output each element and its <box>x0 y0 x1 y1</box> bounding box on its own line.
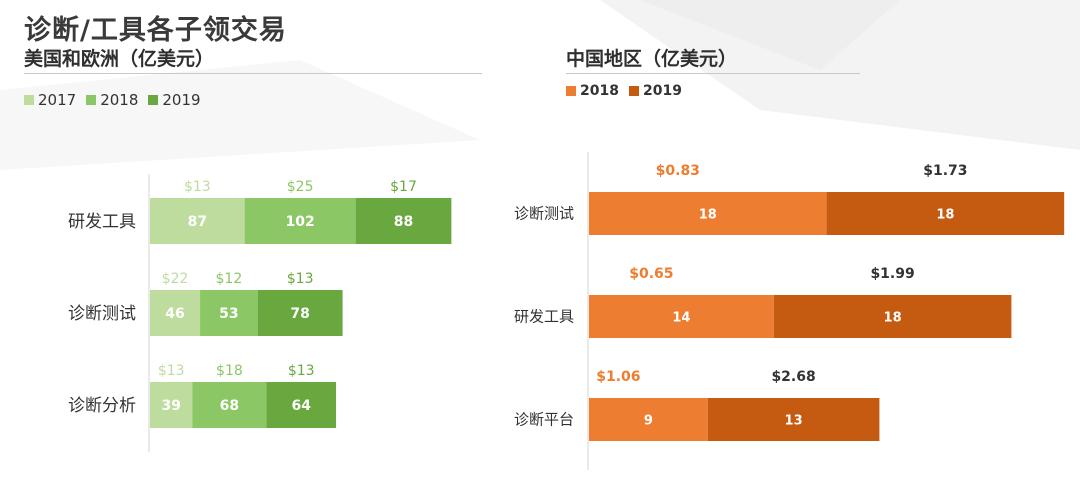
right-top-label: $0.65 <box>629 266 673 282</box>
right-legend: 2018 2019 <box>566 83 692 99</box>
right-bar-2019 <box>773 295 1012 338</box>
left-bar-value-label: 68 <box>220 398 239 414</box>
right-title-divider <box>566 73 860 74</box>
left-bar-2019 <box>257 290 343 336</box>
left-bar-2018 <box>244 198 356 244</box>
left-bar-2019 <box>355 198 452 244</box>
left-top-label: $25 <box>287 179 314 195</box>
left-top-label: $13 <box>288 363 315 379</box>
left-bar-2017 <box>150 198 245 244</box>
right-top-label: $1.06 <box>596 369 640 385</box>
left-top-label: $22 <box>162 271 189 287</box>
legend-swatch-2019-cn <box>628 86 639 96</box>
left-legend: 2017 2018 2019 <box>24 91 211 109</box>
right-bar-2018 <box>589 295 774 338</box>
right-bar-2019 <box>707 398 880 441</box>
left-top-label: $18 <box>216 363 243 379</box>
left-category-label: 诊断测试 <box>68 304 136 324</box>
right-bar-value-label: 18 <box>699 208 717 223</box>
right-bar-2018 <box>589 192 827 235</box>
left-bar-2017 <box>150 382 193 428</box>
right-category-label: 研发工具 <box>514 308 574 326</box>
legend-label-2018: 2018 <box>100 91 139 109</box>
right-bar-value-label: 18 <box>884 311 902 326</box>
legend-item-2019-cn: 2019 <box>628 83 682 99</box>
left-bar-2018 <box>200 290 258 336</box>
left-top-label: $13 <box>287 271 314 287</box>
left-bar-value-label: 88 <box>394 214 413 230</box>
right-bar-value-label: 9 <box>644 414 653 429</box>
left-chart-title: 美国和欧洲（亿美元） <box>24 48 215 70</box>
right-category-label: 诊断平台 <box>514 411 574 429</box>
legend-label-2019-cn: 2019 <box>642 83 682 99</box>
left-top-label: $13 <box>184 179 211 195</box>
left-bar-value-label: 87 <box>188 214 207 230</box>
left-bar-2018 <box>192 382 267 428</box>
right-chart-title: 中国地区（亿美元） <box>566 48 738 70</box>
left-category-label: 诊断分析 <box>68 396 136 416</box>
left-bar-2017 <box>150 290 201 336</box>
left-top-label: $13 <box>158 363 185 379</box>
left-category-label: 研发工具 <box>68 212 136 232</box>
legend-item-2018-cn: 2018 <box>566 83 619 99</box>
left-bar-value-label: 46 <box>165 306 184 322</box>
legend-swatch-2019 <box>148 95 159 105</box>
page-title: 诊断/工具各子领交易 <box>24 15 287 46</box>
legend-swatch-2018 <box>86 95 97 105</box>
left-bar-2019 <box>266 382 337 428</box>
right-top-label: $0.83 <box>656 163 700 179</box>
right-bar-2019 <box>826 192 1065 235</box>
legend-swatch-2017 <box>24 95 34 105</box>
right-top-label: $1.73 <box>923 163 967 179</box>
right-bar-value-label: 13 <box>785 414 803 429</box>
right-category-label: 诊断测试 <box>514 205 574 223</box>
legend-label-2019: 2019 <box>162 91 201 109</box>
left-top-label: $12 <box>216 271 243 287</box>
legend-label-2017: 2017 <box>38 91 77 109</box>
left-bar-value-label: 39 <box>161 398 180 414</box>
right-bar-2018 <box>589 398 708 441</box>
left-bar-value-label: 78 <box>290 306 309 322</box>
legend-item-2017: 2017 <box>24 91 76 109</box>
legend-item-2018: 2018 <box>86 91 138 109</box>
right-bar-value-label: 14 <box>672 311 690 326</box>
legend-swatch-2018-cn <box>566 86 576 96</box>
left-bar-value-label: 64 <box>291 398 311 414</box>
left-bar-value-label: 102 <box>286 214 315 230</box>
legend-item-2019: 2019 <box>148 91 201 109</box>
legend-label-2018-cn: 2018 <box>580 83 619 99</box>
right-top-label: $1.99 <box>870 266 914 282</box>
right-top-label: $2.68 <box>771 369 815 385</box>
left-bar-value-label: 53 <box>219 306 238 322</box>
left-top-label: $17 <box>390 179 417 195</box>
right-bar-value-label: 18 <box>936 208 954 223</box>
left-title-divider <box>24 73 482 74</box>
